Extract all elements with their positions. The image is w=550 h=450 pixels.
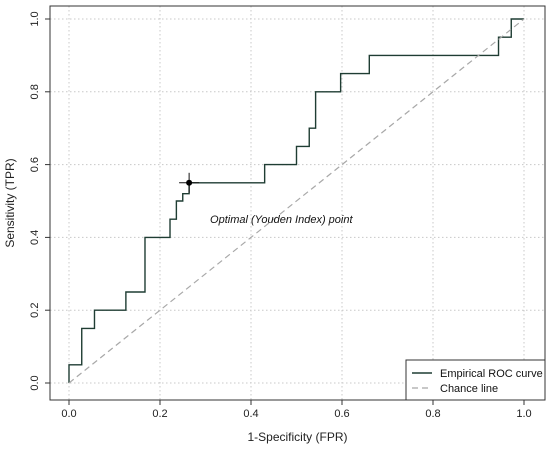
legend: Empirical ROC curve Chance line bbox=[405, 359, 546, 401]
x-tick-label: 0.0 bbox=[61, 408, 76, 420]
legend-label-chance: Chance line bbox=[440, 383, 498, 395]
x-tick-label: 0.8 bbox=[425, 408, 440, 420]
x-axis-label: 1-Specificity (FPR) bbox=[247, 430, 347, 444]
y-tick-label: 0.4 bbox=[29, 230, 41, 245]
grid bbox=[50, 6, 545, 400]
y-tick-label: 1.0 bbox=[29, 11, 41, 26]
optimal-point-dot bbox=[186, 179, 193, 186]
x-tick-label: 0.6 bbox=[334, 408, 349, 420]
legend-box bbox=[405, 359, 546, 401]
y-tick-label: 0.6 bbox=[29, 157, 41, 172]
series-layer bbox=[68, 18, 525, 384]
x-tick-label: 1.0 bbox=[516, 408, 531, 420]
legend-label-roc: Empirical ROC curve bbox=[440, 368, 543, 380]
x-tick-label: 0.2 bbox=[152, 408, 167, 420]
plot-frame bbox=[49, 5, 546, 401]
y-tick-label: 0.0 bbox=[29, 375, 41, 390]
chance-line bbox=[68, 18, 525, 384]
optimal-point-marker bbox=[179, 172, 200, 193]
y-tick-label: 0.2 bbox=[29, 303, 41, 318]
axis-ticks: 0.0 0.2 0.4 0.6 0.8 1.0 0.0 0.2 0.4 0.6 0.8 1.0 bbox=[29, 11, 532, 420]
annotation-optimal-point: Optimal (Youden Index) point bbox=[210, 214, 353, 226]
y-tick-label: 0.8 bbox=[29, 84, 41, 99]
y-axis-label: Sensitivity (TPR) bbox=[3, 158, 17, 247]
x-tick-label: 0.4 bbox=[243, 408, 258, 420]
